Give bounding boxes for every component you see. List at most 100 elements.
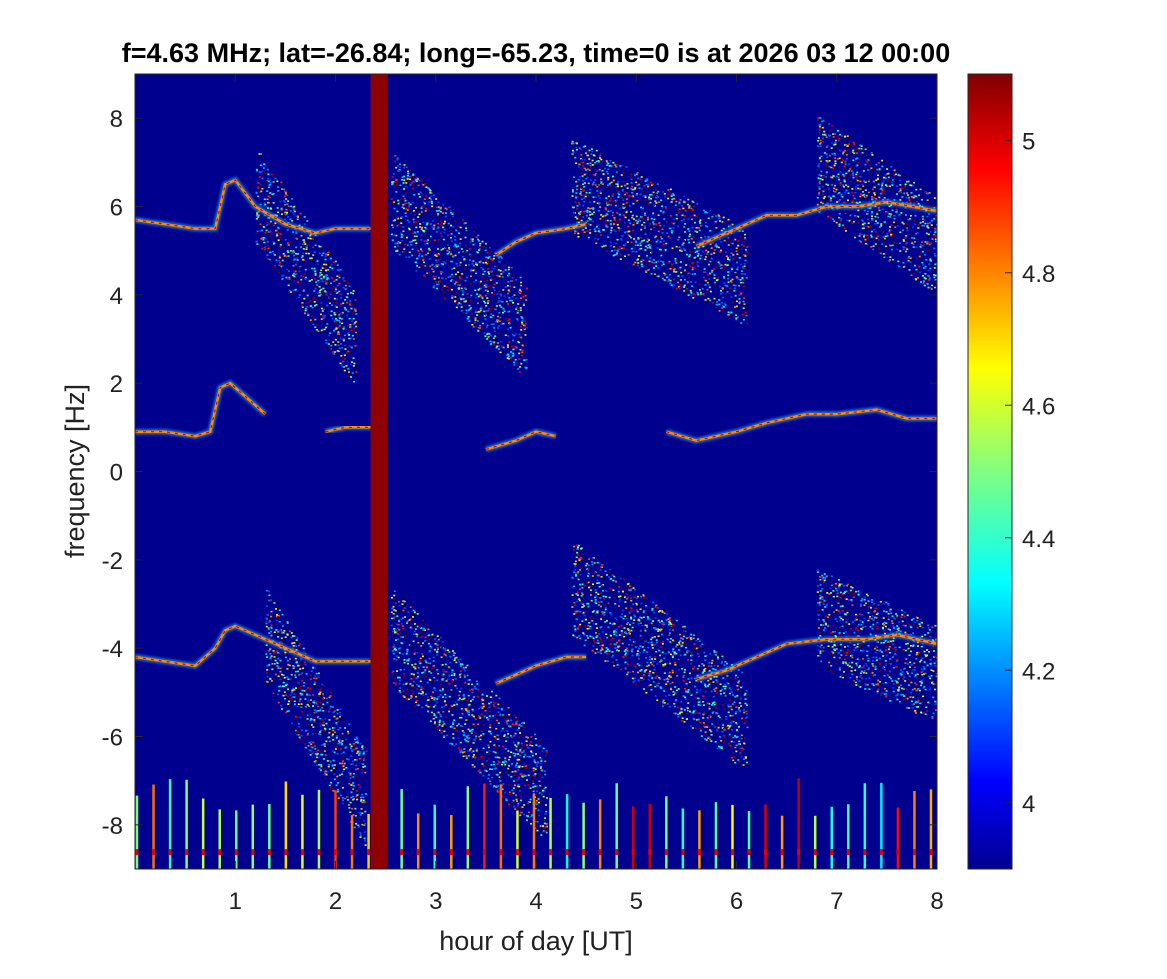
speckle — [502, 714, 505, 716]
speckle — [819, 141, 822, 144]
speckle — [519, 276, 522, 279]
speckle — [838, 225, 841, 227]
speckle — [340, 364, 343, 366]
speckle — [260, 237, 263, 240]
speckle — [718, 215, 721, 217]
speckle — [409, 683, 412, 685]
speckle — [312, 666, 315, 669]
speckle — [464, 723, 467, 725]
speckle — [881, 243, 884, 245]
speckle — [544, 830, 547, 833]
speckle — [683, 195, 686, 198]
speckle — [605, 208, 608, 211]
speckle — [452, 255, 455, 258]
speckle — [328, 719, 331, 721]
speckle — [609, 160, 612, 162]
speckle — [392, 612, 395, 615]
speckle — [394, 160, 397, 163]
speckle — [309, 674, 312, 677]
speckle — [903, 265, 906, 268]
speckle — [507, 750, 510, 752]
speckle — [730, 266, 733, 269]
speckle — [422, 687, 425, 690]
speckle — [713, 297, 716, 300]
speckle — [588, 207, 591, 210]
speckle — [591, 164, 594, 166]
speckle — [540, 758, 543, 761]
speckle — [487, 302, 490, 304]
speckle — [435, 253, 438, 255]
speckle — [347, 281, 350, 284]
speckle — [408, 251, 411, 254]
speckle — [284, 211, 287, 214]
speckle — [855, 175, 858, 178]
speckle — [720, 229, 723, 232]
speckle — [345, 296, 348, 298]
speckle — [273, 656, 276, 658]
speckle — [906, 201, 909, 204]
speckle — [507, 268, 510, 271]
speckle — [455, 730, 458, 732]
speckle — [533, 759, 536, 761]
speckle — [436, 640, 439, 643]
speckle — [279, 243, 282, 246]
speckle — [537, 801, 540, 804]
speckle — [830, 152, 833, 155]
speckle — [479, 309, 482, 312]
speckle — [581, 183, 584, 186]
speckle — [622, 207, 625, 210]
speckle — [320, 765, 323, 768]
speckle — [536, 765, 539, 767]
speckle — [266, 231, 269, 233]
speckle — [437, 643, 440, 645]
speckle — [440, 234, 443, 237]
speckle — [919, 251, 922, 254]
speckle — [317, 705, 320, 708]
speckle — [257, 187, 260, 189]
speckle — [395, 683, 398, 686]
speckle — [692, 263, 695, 265]
speckle — [310, 740, 313, 743]
speckle — [572, 142, 575, 145]
speckle — [266, 241, 269, 243]
speckle — [906, 248, 909, 251]
speckle — [600, 181, 603, 183]
speckle — [462, 698, 465, 701]
speckle — [525, 367, 528, 369]
speckle — [543, 822, 546, 825]
speckle — [855, 185, 858, 188]
speckle — [824, 121, 827, 123]
speckle — [414, 232, 417, 234]
speckle — [844, 212, 847, 215]
speckle — [592, 207, 595, 209]
speckle — [300, 256, 303, 259]
speckle — [354, 814, 357, 817]
speckle — [266, 222, 269, 224]
speckle — [493, 254, 496, 257]
speckle — [454, 220, 457, 222]
speckle — [440, 249, 443, 251]
speckle — [622, 181, 625, 183]
speckle — [627, 225, 630, 228]
speckle — [509, 719, 512, 721]
speckle — [355, 775, 358, 777]
speckle — [669, 237, 672, 240]
speckle — [264, 249, 267, 251]
speckle — [340, 742, 343, 745]
speckle — [338, 285, 341, 287]
speckle — [464, 287, 467, 289]
speckle — [912, 202, 915, 205]
speckle — [653, 224, 656, 226]
speckle — [342, 770, 345, 773]
speckle — [460, 750, 463, 753]
speckle — [743, 265, 746, 267]
speckle — [610, 210, 613, 212]
speckle — [870, 230, 873, 233]
speckle — [859, 144, 862, 146]
speckle — [483, 715, 486, 718]
speckle — [398, 682, 401, 685]
speckle — [411, 183, 414, 186]
speckle — [359, 831, 362, 834]
speckle — [484, 765, 487, 768]
speckle — [591, 220, 594, 223]
